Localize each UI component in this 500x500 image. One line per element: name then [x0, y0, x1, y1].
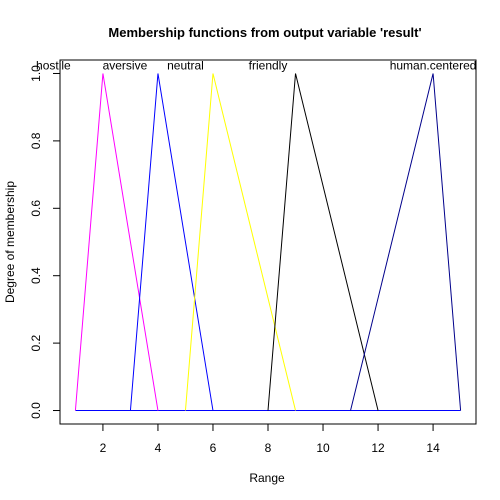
x-tick-label: 4	[155, 441, 162, 455]
chart-title: Membership functions from output variabl…	[108, 25, 421, 40]
x-tick-label: 2	[100, 441, 107, 455]
mf-labels: hostile aversive neutral friendly human.cent…	[36, 58, 476, 72]
mf-label-neutral: neutral	[167, 58, 204, 72]
plot-lines	[75, 73, 460, 410]
y-tick-label: 0.4	[29, 267, 43, 284]
mf-label-hostile: hostile	[36, 58, 71, 72]
y-tick-label: 0.8	[29, 132, 43, 149]
x-tick-label: 14	[426, 441, 440, 455]
series-line-hostile	[75, 73, 158, 410]
series-line-friendly	[268, 73, 378, 410]
x-tick-label: 10	[316, 441, 330, 455]
y-tick-label: 0.0	[29, 402, 43, 419]
mf-label-aversive: aversive	[103, 58, 148, 72]
x-tick-label: 12	[371, 441, 385, 455]
mf-label-human-centered: human.centered	[390, 58, 477, 72]
x-tick-label: 8	[265, 441, 272, 455]
mf-label-friendly: friendly	[249, 58, 288, 72]
x-tick-label: 6	[210, 441, 217, 455]
series-line-aversive	[130, 73, 213, 410]
x-axis: 2 4 6 8 10 12 14	[100, 424, 440, 455]
y-tick-label: 0.6	[29, 200, 43, 217]
plot-box	[60, 60, 476, 424]
y-tick-label: 0.2	[29, 334, 43, 351]
x-axis-title: Range	[249, 471, 285, 485]
y-axis-title: Degree of membership	[3, 181, 17, 303]
series-line-human-centered	[351, 73, 461, 410]
series-line-neutral	[185, 73, 295, 410]
y-axis: 0.00.20.40.60.81.0	[29, 65, 60, 419]
